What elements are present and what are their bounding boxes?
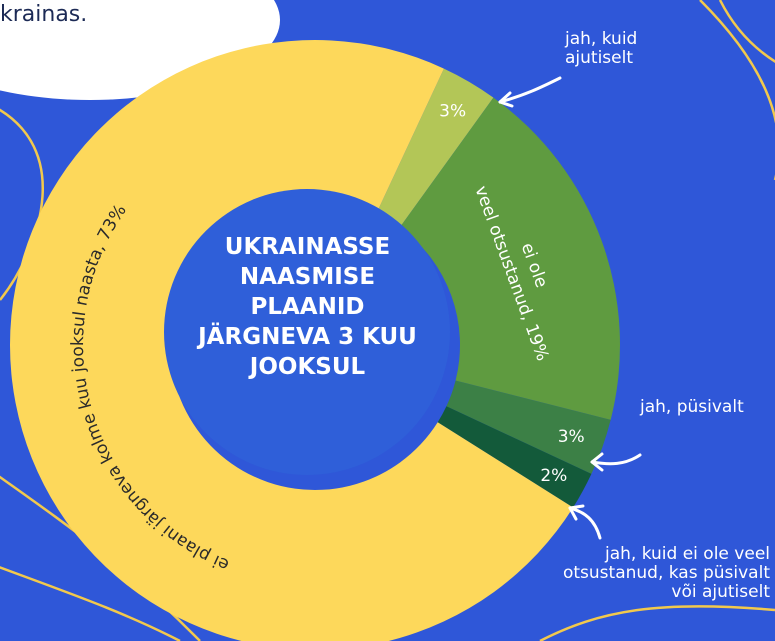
donut-segment (376, 68, 494, 228)
donut-segment (446, 380, 611, 474)
donut-segment (399, 97, 621, 420)
category-label: jah, kuid ei ole veel otsustanud, kas pü… (562, 544, 770, 602)
donut (10, 40, 621, 641)
arrows (498, 76, 642, 540)
donut-segment (10, 40, 574, 641)
donut-hole (164, 189, 450, 475)
segment-label: 3% (558, 427, 585, 447)
segment-label: 2% (540, 466, 567, 486)
segment-label: 3% (439, 101, 466, 121)
annotation: krainas. (0, 2, 88, 27)
category-label: jah, püsivalt (640, 397, 744, 417)
donut-segment (437, 406, 592, 508)
category-label: jah, kuid ajutiselt (565, 29, 638, 68)
chart-title: UKRAINASSE NAASMISE PLAANID JÄRGNEVA 3 K… (198, 234, 417, 380)
